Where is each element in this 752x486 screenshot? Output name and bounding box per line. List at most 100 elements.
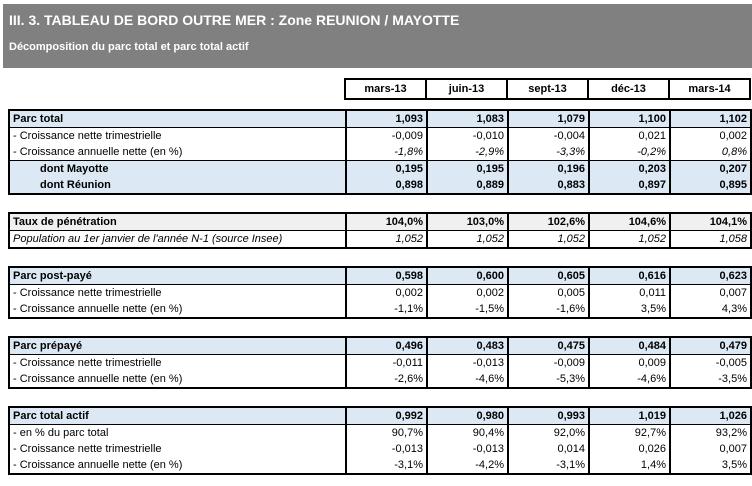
table-row: - Croissance annuelle nette (en %) -2,6% -… xyxy=(9,371,751,388)
value-cell: 1,052 xyxy=(345,230,427,248)
value-cell: 1,093 xyxy=(345,110,427,128)
value-cell: -4,6% xyxy=(426,371,508,388)
value-cell: -2,6% xyxy=(345,371,427,388)
value-cell: 1,079 xyxy=(507,110,589,128)
row-label: - Croissance nette trimestrielle xyxy=(13,130,162,142)
value-cell: 0,479 xyxy=(669,337,751,355)
value-cell: -2,9% xyxy=(426,144,508,161)
block-parc-total-actif: Parc total actif 0,992 0,980 0,993 1,019 1,02… xyxy=(8,406,752,475)
value-cell: 104,6% xyxy=(588,213,670,231)
value-cell: -0,013 xyxy=(345,441,427,457)
value-cell: -0,010 xyxy=(426,127,508,144)
title-banner: III. 3. TABLEAU DE BORD OUTRE MER : Zone… xyxy=(3,4,752,68)
value-cell: 0,195 xyxy=(426,160,508,177)
row-label: Taux de pénétration xyxy=(9,213,346,231)
value-cell: -4,6% xyxy=(588,371,670,388)
value-cell: 0,883 xyxy=(507,177,589,194)
value-cell: -3,3% xyxy=(507,144,589,161)
value-cell: -0,009 xyxy=(345,127,427,144)
value-cell: 0,605 xyxy=(507,267,589,285)
value-cell: 0,195 xyxy=(345,160,427,177)
page-subtitle: Décomposition du parc total et parc tota… xyxy=(9,41,249,53)
value-cell: -0,004 xyxy=(507,127,589,144)
row-label: dont Réunion xyxy=(9,177,346,194)
value-cell: 0,026 xyxy=(588,441,670,457)
table-row: Parc post-payé 0,598 0,600 0,605 0,616 0,623 xyxy=(9,267,751,285)
column-header: mars-14 xyxy=(668,78,751,100)
value-cell: 104,1% xyxy=(669,213,751,231)
value-cell: 104,0% xyxy=(345,213,427,231)
value-cell: 1,100 xyxy=(588,110,670,128)
table-row: - Croissance nette trimestrielle -0,011 -0… xyxy=(9,354,751,371)
value-cell: 0,483 xyxy=(426,337,508,355)
value-cell: 0,598 xyxy=(345,267,427,285)
table-row: - Croissance nette trimestrielle -0,013 -0… xyxy=(9,441,751,457)
value-cell: 0,002 xyxy=(669,127,751,144)
table-row: - Croissance annuelle nette (en %) -1,8% -… xyxy=(9,144,751,161)
row-label: Parc prépayé xyxy=(9,337,346,355)
row-label: - en % du parc total xyxy=(13,427,109,439)
value-cell: 0,8% xyxy=(669,144,751,161)
value-cell: 103,0% xyxy=(426,213,508,231)
table-row: - Croissance nette trimestrielle 0,002 0,0… xyxy=(9,284,751,301)
value-cell: 0,007 xyxy=(669,284,751,301)
value-cell: 1,052 xyxy=(588,230,670,248)
block-parc-post-paye: Parc post-payé 0,598 0,600 0,605 0,616 0,623 -… xyxy=(8,266,752,319)
value-cell: 0,623 xyxy=(669,267,751,285)
value-cell: 0,600 xyxy=(426,267,508,285)
table-row: Population au 1er janvier de l'année N-1… xyxy=(9,230,751,248)
column-header: juin-13 xyxy=(425,78,508,100)
value-cell: -0,2% xyxy=(588,144,670,161)
value-cell: -0,005 xyxy=(669,354,751,371)
dashboard-tables: mars-13 juin-13 sept-13 déc-13 mars-14 P… xyxy=(8,78,752,475)
row-label: dont Mayotte xyxy=(9,160,346,177)
value-cell: -0,013 xyxy=(426,354,508,371)
value-cell: 0,484 xyxy=(588,337,670,355)
table-row: Parc total 1,093 1,083 1,079 1,100 1,102 xyxy=(9,110,751,128)
table-row: - Croissance annuelle nette (en %) -3,1% -… xyxy=(9,457,751,474)
value-cell: 93,2% xyxy=(669,424,751,441)
value-cell: 1,058 xyxy=(669,230,751,248)
column-header-spacer xyxy=(8,79,345,99)
table-row: Taux de pénétration 104,0% 103,0% 102,6% 104… xyxy=(9,213,751,231)
value-cell: -3,5% xyxy=(669,371,751,388)
value-cell: 92,7% xyxy=(588,424,670,441)
row-label: - Croissance nette trimestrielle xyxy=(13,443,162,455)
table-row: Parc total actif 0,992 0,980 0,993 1,019 1,02… xyxy=(9,407,751,425)
value-cell: 90,7% xyxy=(345,424,427,441)
row-label: Parc total actif xyxy=(9,407,346,425)
value-cell: -3,1% xyxy=(507,457,589,474)
value-cell: 0,889 xyxy=(426,177,508,194)
value-cell: -1,6% xyxy=(507,301,589,318)
value-cell: 0,002 xyxy=(345,284,427,301)
row-label: - Croissance annuelle nette (en %) xyxy=(13,303,183,315)
table-row: - Croissance annuelle nette (en %) -1,1% -… xyxy=(9,301,751,318)
row-label: Population au 1er janvier de l'année N-1… xyxy=(13,233,283,245)
value-cell: 0,475 xyxy=(507,337,589,355)
value-cell: 0,021 xyxy=(588,127,670,144)
value-cell: 0,616 xyxy=(588,267,670,285)
column-header-tr: mars-13 juin-13 sept-13 déc-13 mars-14 xyxy=(8,78,751,100)
value-cell: 1,052 xyxy=(426,230,508,248)
value-cell: 0,898 xyxy=(345,177,427,194)
table-row: dont Réunion 0,898 0,889 0,883 0,897 0,895 xyxy=(9,177,751,194)
page-title: III. 3. TABLEAU DE BORD OUTRE MER : Zone… xyxy=(9,12,460,28)
value-cell: -5,3% xyxy=(507,371,589,388)
table-row: Parc prépayé 0,496 0,483 0,475 0,484 0,479 xyxy=(9,337,751,355)
value-cell: 0,011 xyxy=(588,284,670,301)
value-cell: 0,007 xyxy=(669,441,751,457)
value-cell: -1,5% xyxy=(426,301,508,318)
value-cell: 0,993 xyxy=(507,407,589,425)
value-cell: 90,4% xyxy=(426,424,508,441)
value-cell: 0,014 xyxy=(507,441,589,457)
table-row: - en % du parc total 90,7% 90,4% 92,0% 92,7%… xyxy=(9,424,751,441)
column-header: sept-13 xyxy=(506,78,589,100)
row-label: - Croissance annuelle nette (en %) xyxy=(13,373,183,385)
value-cell: 92,0% xyxy=(507,424,589,441)
value-cell: 3,5% xyxy=(669,457,751,474)
block-parc-total: Parc total 1,093 1,083 1,079 1,100 1,102 - Cro… xyxy=(8,109,752,195)
value-cell: -4,2% xyxy=(426,457,508,474)
value-cell: -1,8% xyxy=(345,144,427,161)
value-cell: 1,019 xyxy=(588,407,670,425)
value-cell: 0,897 xyxy=(588,177,670,194)
